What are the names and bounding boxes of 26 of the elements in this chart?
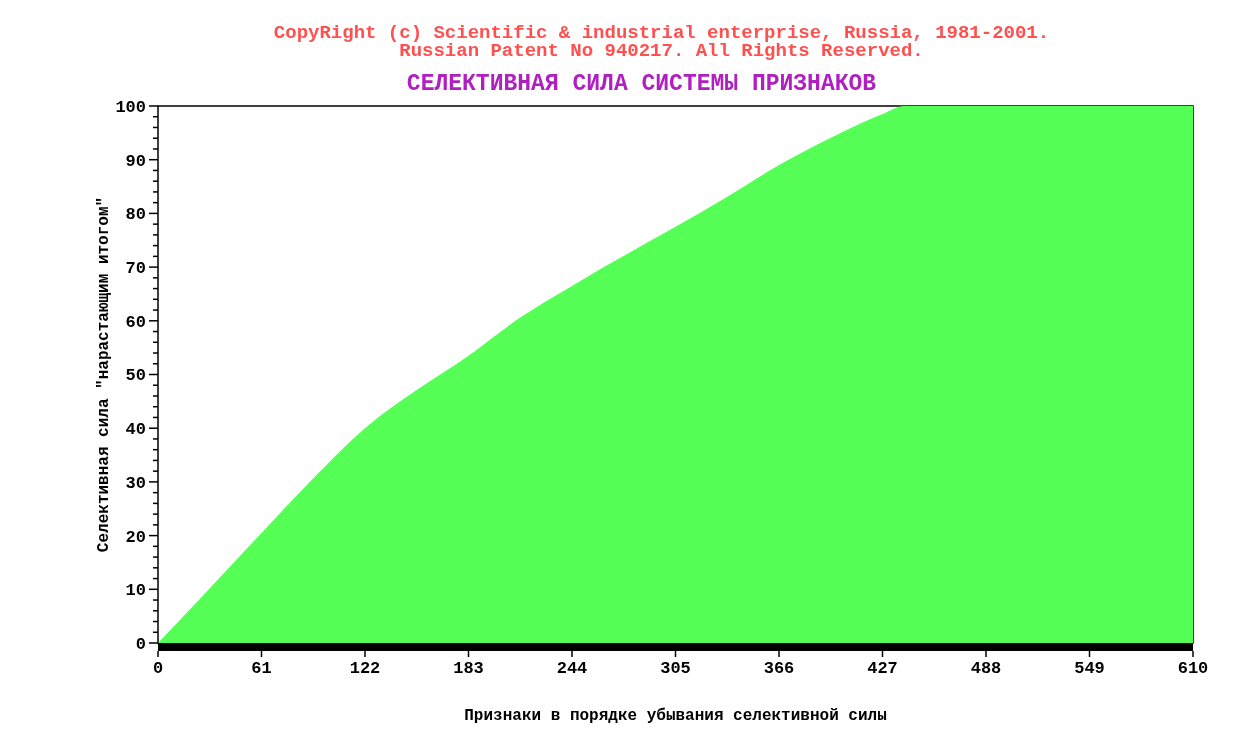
y-tick-label: 80 <box>125 205 146 225</box>
y-tick-label: 20 <box>125 527 146 547</box>
y-axis-title: Селективная сила "нарастающим итогом" <box>95 196 113 553</box>
x-tick-label: 427 <box>867 659 898 678</box>
x-tick-label: 305 <box>660 659 691 678</box>
x-tick-label: 122 <box>349 659 381 678</box>
y-tick-label: 0 <box>135 634 146 654</box>
text: CopyRight (c) Scientific & industrial enterprise, Russia, 1981-2001. <box>273 22 1050 44</box>
y-tick-label: 60 <box>125 312 146 332</box>
x-tick-label: 488 <box>970 659 1002 678</box>
x-tick-label: 610 <box>1177 659 1209 678</box>
y-tick-label: 100 <box>115 97 146 117</box>
y-tick-label: 70 <box>125 259 146 279</box>
x-tick-label: 61 <box>251 659 272 678</box>
y-tick-label: 90 <box>125 151 146 171</box>
chart-title: СЕЛЕКТИВНАЯ СИЛА СИСТЕМЫ ПРИЗНАКОВ <box>406 71 877 97</box>
x-tick-label: 0 <box>152 659 164 678</box>
y-tick-label: 40 <box>125 420 146 440</box>
x-tick-label: 244 <box>556 659 588 678</box>
y-tick-label: 50 <box>125 366 146 386</box>
x-axis-title: Признаки в порядке убывания селективной силы <box>464 707 887 725</box>
x-tick-label: 183 <box>453 659 484 678</box>
x-tick-label: 366 <box>763 659 795 678</box>
y-tick-label: 10 <box>125 581 146 601</box>
y-tick-label: 30 <box>125 473 146 493</box>
x-tick-label: 549 <box>1074 659 1105 678</box>
